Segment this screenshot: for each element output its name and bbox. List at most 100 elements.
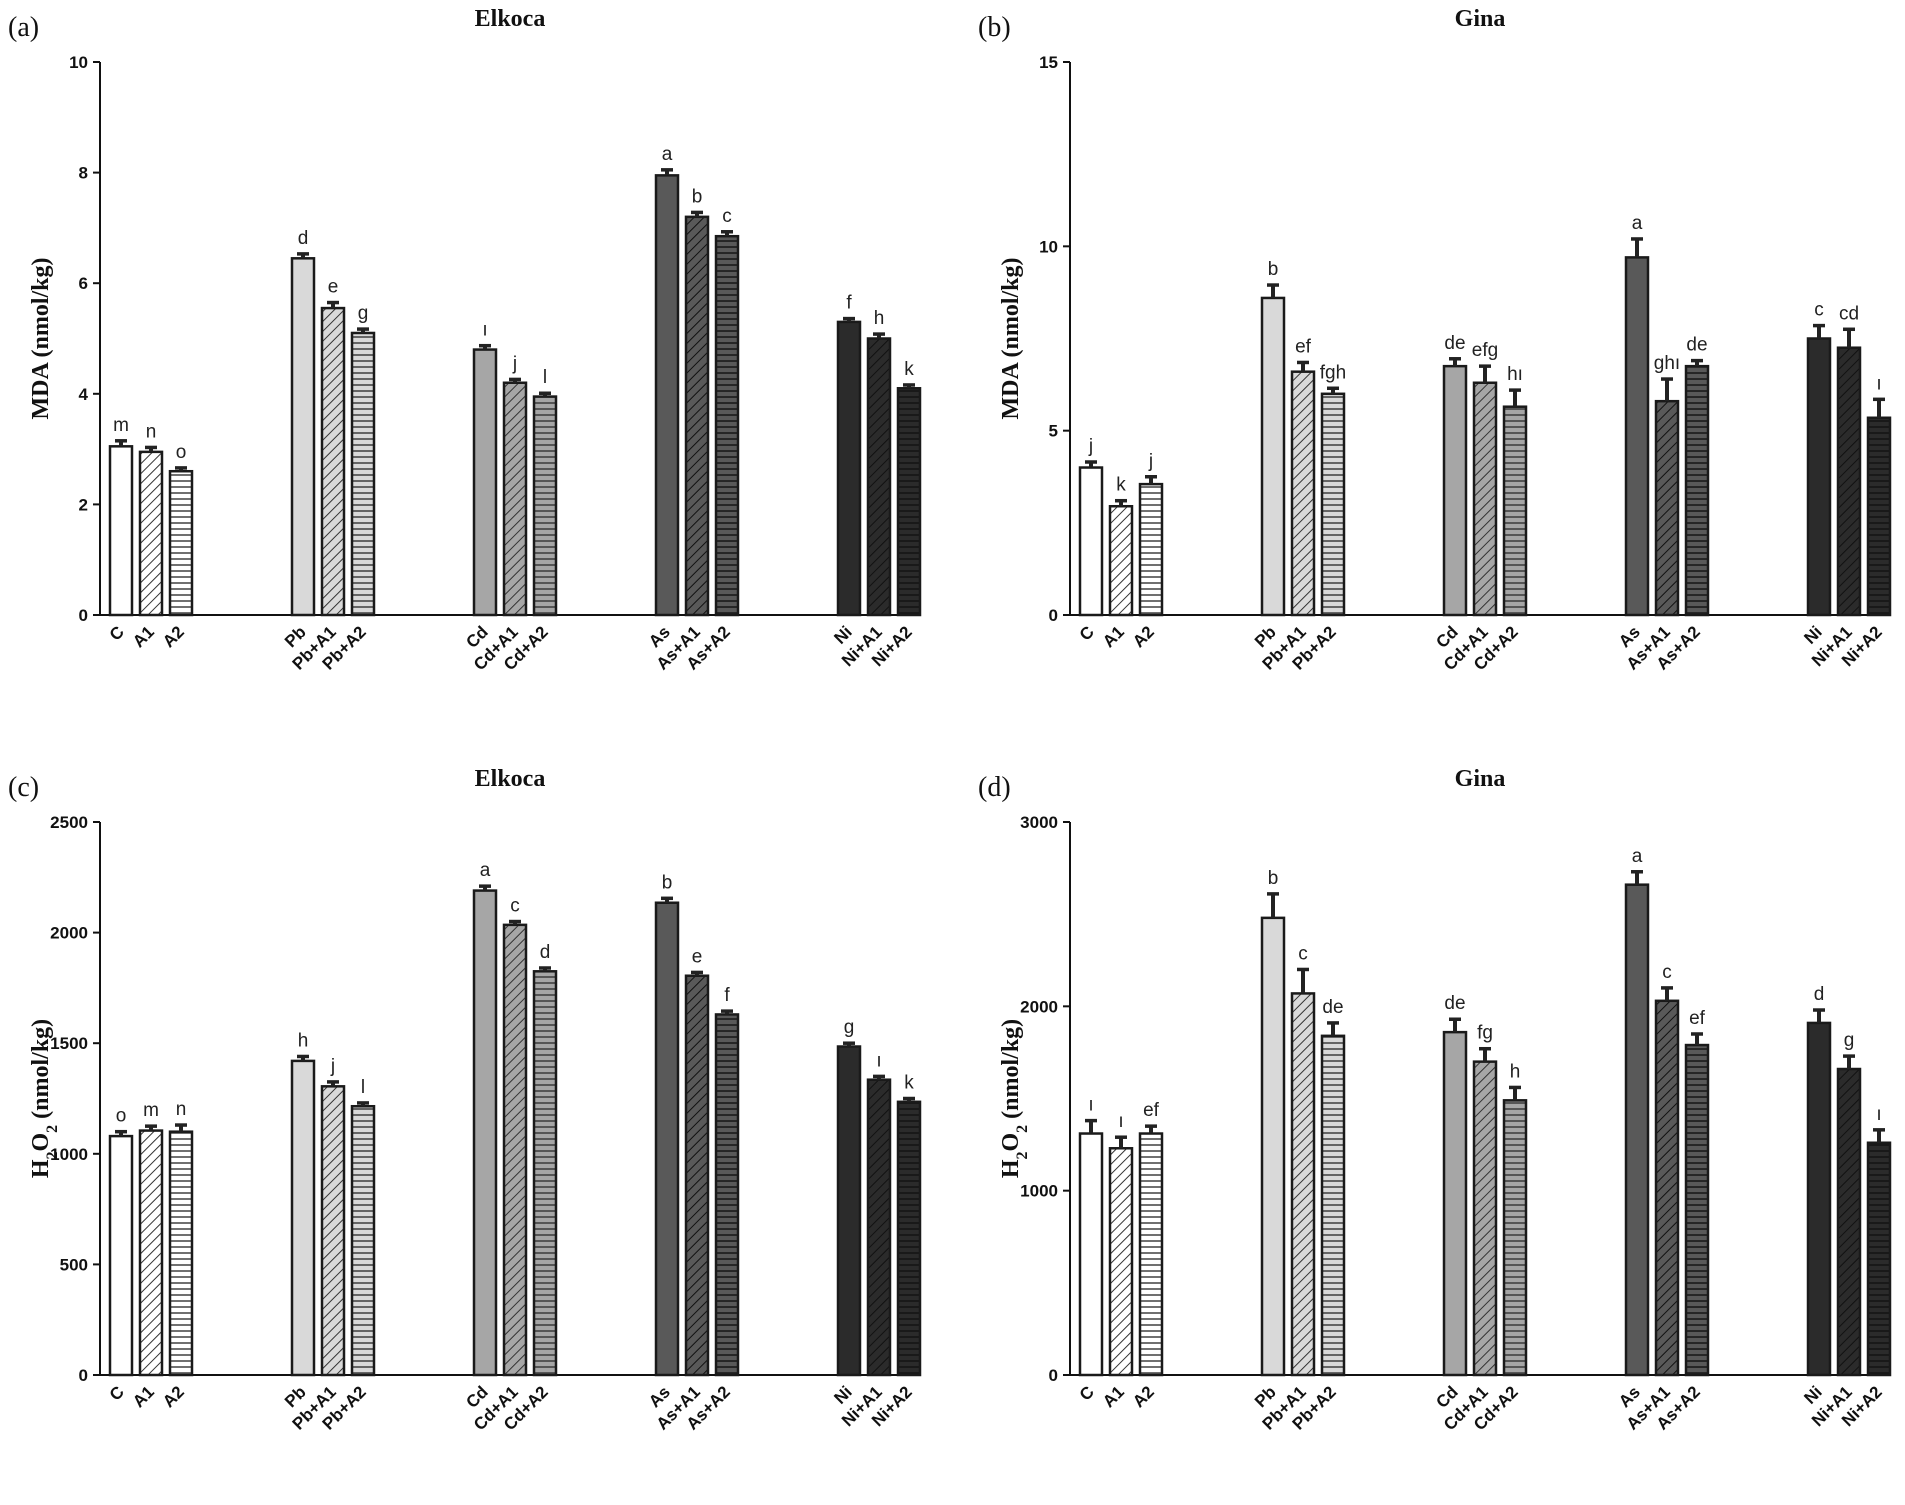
bar-As+A1 bbox=[1654, 999, 1680, 1377]
chart-title: Gina bbox=[1455, 766, 1506, 792]
significance-letter: ı bbox=[1876, 1104, 1881, 1125]
y-tick-label: 0 bbox=[79, 1366, 88, 1385]
bar-Ni+A2 bbox=[896, 1100, 922, 1377]
chart-title: Gina bbox=[1455, 6, 1506, 32]
bar-Cd bbox=[1442, 1030, 1468, 1377]
bar-Pb+A2 bbox=[350, 1104, 376, 1377]
significance-letter: j bbox=[330, 1056, 335, 1077]
significance-letter: e bbox=[328, 277, 339, 298]
x-tick-label: C bbox=[106, 622, 128, 644]
significance-letter: a bbox=[1632, 846, 1643, 867]
bar-A2 bbox=[168, 1130, 194, 1377]
x-tick-label: A2 bbox=[159, 622, 188, 651]
significance-letter: c bbox=[510, 896, 520, 917]
bar-C bbox=[1078, 1132, 1104, 1377]
bar-Cd+A1 bbox=[1472, 381, 1498, 617]
significance-letter: c bbox=[1298, 943, 1308, 964]
significance-letter: k bbox=[904, 1073, 914, 1094]
bar-Cd bbox=[472, 889, 498, 1377]
bar-As+A2 bbox=[1684, 364, 1710, 617]
y-tick-label: 15 bbox=[1039, 53, 1058, 72]
bar-Ni+A1 bbox=[866, 1078, 892, 1377]
bar-Pb bbox=[290, 257, 316, 617]
bar-As bbox=[1624, 256, 1650, 617]
significance-letter: ı bbox=[1088, 1095, 1093, 1116]
x-tick-label: A2 bbox=[159, 1382, 188, 1411]
bar-C bbox=[1078, 466, 1104, 617]
y-tick-label: 2 bbox=[79, 495, 88, 514]
significance-letter: h bbox=[1510, 1061, 1521, 1082]
bar-Pb+A2 bbox=[1320, 1034, 1346, 1377]
bar-Cd+A2 bbox=[532, 395, 558, 617]
bar-As bbox=[654, 901, 680, 1377]
significance-letter: c bbox=[722, 206, 732, 227]
bar-Pb bbox=[1260, 296, 1286, 617]
significance-letter: b bbox=[692, 186, 703, 207]
y-tick-label: 2000 bbox=[1020, 997, 1058, 1016]
significance-letter: a bbox=[480, 860, 491, 881]
bar-As+A2 bbox=[714, 1013, 740, 1377]
significance-letter: f bbox=[846, 293, 852, 314]
x-tick-label: A2 bbox=[1129, 1382, 1158, 1411]
y-tick-label: 3000 bbox=[1020, 813, 1058, 832]
bar-As+A1 bbox=[684, 974, 710, 1377]
significance-letter: d bbox=[298, 228, 309, 249]
significance-letter: j bbox=[512, 353, 517, 374]
bar-A1 bbox=[138, 450, 164, 617]
bar-As+A1 bbox=[1654, 399, 1680, 617]
bar-A1 bbox=[1108, 504, 1134, 617]
y-tick-label: 1000 bbox=[1020, 1182, 1058, 1201]
significance-letter: n bbox=[176, 1099, 187, 1120]
y-axis-label: H2O2 (nmol/kg) bbox=[28, 1019, 61, 1178]
significance-letter: de bbox=[1444, 333, 1465, 354]
significance-letter: n bbox=[146, 421, 157, 442]
y-tick-label: 5 bbox=[1049, 422, 1058, 441]
significance-letter: a bbox=[1632, 213, 1643, 234]
bar-As+A2 bbox=[714, 234, 740, 617]
bar-A2 bbox=[1138, 482, 1164, 617]
significance-letter: ı bbox=[1876, 373, 1881, 394]
significance-letter: de bbox=[1686, 335, 1707, 356]
significance-letter: o bbox=[116, 1106, 127, 1127]
significance-letter: l bbox=[361, 1077, 365, 1098]
significance-letter: h bbox=[874, 308, 885, 329]
x-tick-label: C bbox=[106, 1382, 128, 1404]
bar-A1 bbox=[1108, 1147, 1134, 1377]
bar-As bbox=[1624, 883, 1650, 1377]
y-tick-label: 2000 bbox=[50, 924, 88, 943]
x-tick-label: A1 bbox=[129, 1382, 158, 1411]
y-tick-label: 1000 bbox=[50, 1145, 88, 1164]
chart-title: Elkoca bbox=[475, 6, 546, 32]
significance-letter: c bbox=[1814, 300, 1824, 321]
bar-As+A2 bbox=[1684, 1043, 1710, 1377]
x-tick-label: A1 bbox=[1099, 622, 1128, 651]
significance-letter: ef bbox=[1689, 1008, 1706, 1029]
bar-Ni+A1 bbox=[1836, 1067, 1862, 1377]
significance-letter: hı bbox=[1507, 364, 1523, 385]
bar-Ni+A2 bbox=[896, 387, 922, 617]
significance-letter: k bbox=[1116, 475, 1126, 496]
bar-As bbox=[654, 174, 680, 617]
panel-label: (a) bbox=[8, 12, 39, 43]
significance-letter: b bbox=[662, 872, 673, 893]
bar-A1 bbox=[138, 1129, 164, 1377]
x-tick-label: C bbox=[1076, 1382, 1098, 1404]
significance-letter: de bbox=[1444, 993, 1465, 1014]
significance-letter: m bbox=[113, 415, 129, 436]
significance-letter: ghı bbox=[1654, 353, 1680, 374]
panel-label: (d) bbox=[978, 772, 1011, 803]
y-tick-label: 500 bbox=[60, 1255, 88, 1274]
x-tick-label: A2 bbox=[1129, 622, 1158, 651]
bar-Cd+A2 bbox=[1502, 405, 1528, 617]
chart-svg: (d) Gina H2O2 (nmol/kg) 0 1000 2000 3000 ı Cı A1 e… bbox=[978, 766, 1892, 1434]
bar-A2 bbox=[168, 469, 194, 617]
bar-Pb+A2 bbox=[350, 331, 376, 617]
y-tick-label: 0 bbox=[1049, 1366, 1058, 1385]
significance-letter: e bbox=[692, 946, 703, 967]
panel-label: (c) bbox=[8, 772, 39, 803]
bar-Ni bbox=[1806, 337, 1832, 617]
y-tick-label: 10 bbox=[1039, 237, 1058, 256]
bar-Cd+A2 bbox=[1502, 1099, 1528, 1377]
